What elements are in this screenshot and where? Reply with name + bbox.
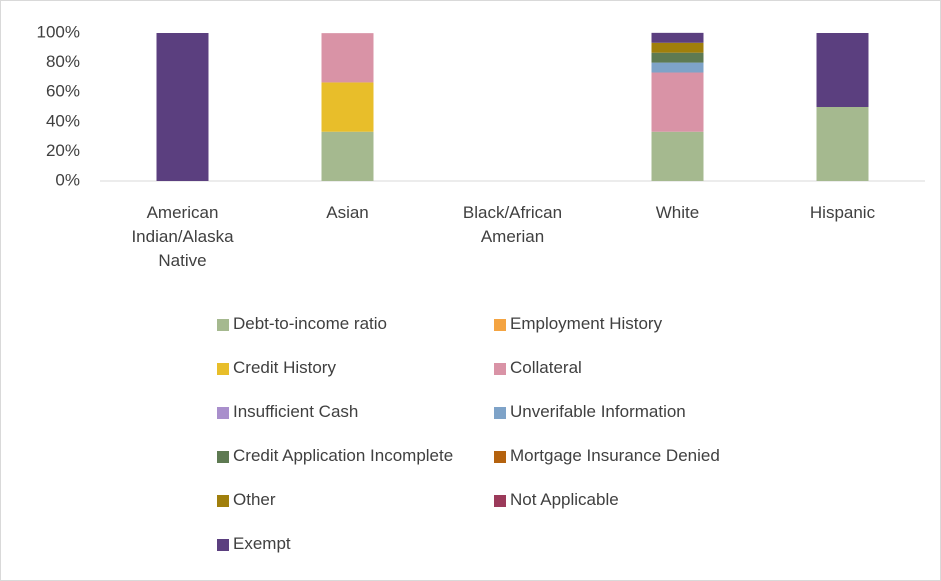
legend-swatch bbox=[494, 451, 506, 463]
bar-segment bbox=[816, 33, 869, 107]
bar-segment bbox=[321, 131, 374, 181]
legend-swatch bbox=[494, 407, 506, 419]
bar-segment bbox=[321, 33, 374, 83]
legend-swatch bbox=[217, 407, 229, 419]
x-tick-label: American Indian/Alaska Native bbox=[131, 203, 234, 270]
legend-label: Credit History bbox=[233, 358, 336, 377]
bar-segment bbox=[651, 62, 704, 73]
legend-swatch bbox=[217, 363, 229, 375]
legend-label: Insufficient Cash bbox=[233, 402, 359, 421]
legend-swatch bbox=[217, 495, 229, 507]
legend-label: Not Applicable bbox=[510, 490, 619, 509]
y-tick-label: 100% bbox=[37, 22, 80, 41]
legend-label: Exempt bbox=[233, 534, 291, 553]
x-tick-label: Hispanic bbox=[809, 203, 876, 222]
legend-label: Debt-to-income ratio bbox=[233, 314, 388, 333]
bar-segment bbox=[651, 52, 704, 63]
bar-segment bbox=[651, 131, 704, 181]
legend-label: Credit Application Incomplete bbox=[233, 446, 454, 465]
bar-segment bbox=[156, 33, 209, 181]
bar-segment bbox=[816, 107, 869, 181]
legend-swatch bbox=[494, 495, 506, 507]
legend-label: Mortgage Insurance Denied bbox=[510, 446, 720, 465]
legend-swatch bbox=[494, 363, 506, 375]
x-tick-label: White bbox=[655, 203, 700, 222]
legend-swatch bbox=[217, 451, 229, 463]
legend-label: Employment History bbox=[510, 314, 663, 333]
y-tick-label: 40% bbox=[46, 111, 80, 130]
legend-label: Unverifable Information bbox=[510, 402, 686, 421]
legend-swatch bbox=[494, 319, 506, 331]
legend-swatch bbox=[217, 539, 229, 551]
y-tick-label: 0% bbox=[55, 170, 80, 189]
bar-segment bbox=[651, 32, 704, 43]
bar-segment bbox=[651, 42, 704, 53]
bar-segment bbox=[321, 82, 374, 132]
legend-label: Collateral bbox=[510, 358, 582, 377]
legend-label: Other bbox=[233, 490, 276, 509]
y-tick-label: 80% bbox=[46, 52, 80, 71]
y-tick-label: 60% bbox=[46, 82, 80, 101]
bar-segment bbox=[651, 72, 704, 132]
y-tick-label: 20% bbox=[46, 141, 80, 160]
x-tick-label: Asian bbox=[326, 203, 369, 222]
legend-swatch bbox=[217, 319, 229, 331]
x-tick-label: Black/African Amerian bbox=[462, 203, 563, 246]
